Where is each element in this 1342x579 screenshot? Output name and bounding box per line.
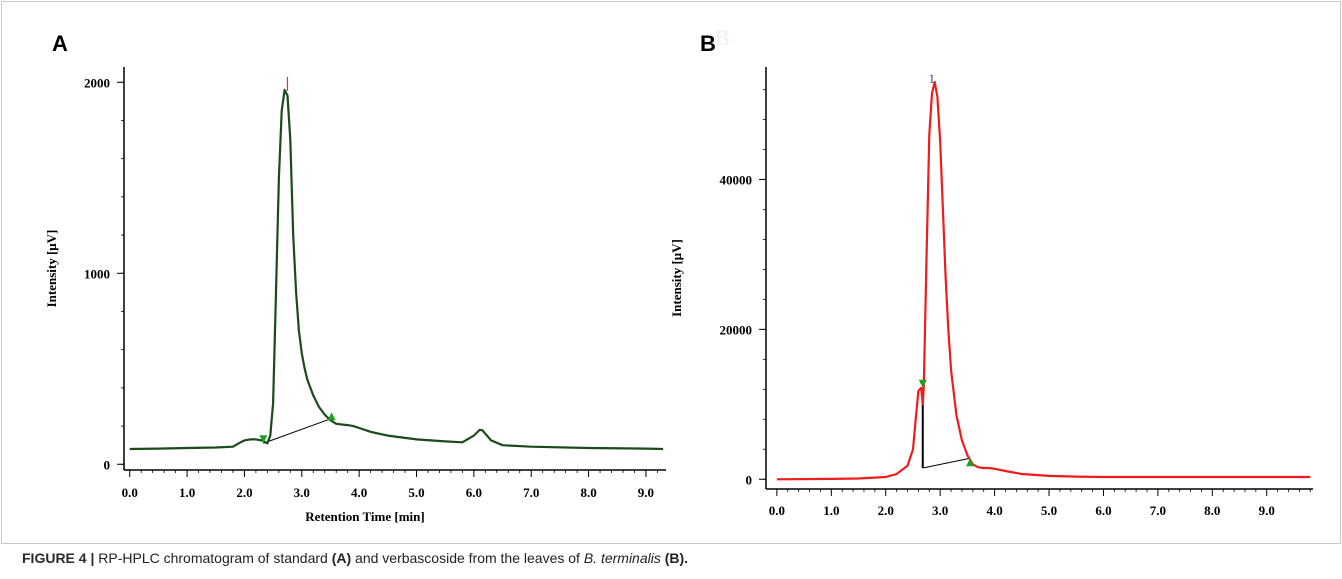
y-axis-title-a: Intensity [μV] (44, 230, 59, 308)
panel-label-b: B (700, 31, 716, 56)
caption-panel-a-ref: (A) (331, 550, 352, 566)
chart-panel-b: B B 0.0 1.0 2.0 3.0 4.0 5.0 6.0 7.0 8.0 9.0 0 20000… (669, 25, 1313, 518)
x-tick-label-a: 1.0 (179, 485, 195, 500)
baseline-line-b (922, 457, 971, 469)
baseline-line-a (263, 417, 332, 444)
chart-panel-a: A 0.0 1.0 2.0 3.0 4.0 5.0 6.0 7.0 8.0 9.0 0 1000 200… (44, 31, 666, 524)
y-tick-label-b: 40000 (720, 172, 753, 187)
peak-label-b: 1 (928, 71, 935, 86)
x-tick-label-a: 7.0 (523, 485, 539, 500)
figure-caption: FIGURE 4 | RP-HPLC chromatogram of stand… (22, 550, 1322, 566)
x-tick-label-b: 9.0 (1259, 503, 1275, 518)
x-tick-label-b: 5.0 (1041, 503, 1057, 518)
x-tick-label-a: 4.0 (351, 485, 367, 500)
x-tick-label-b: 3.0 (932, 503, 948, 518)
x-tick-label-b: 0.0 (769, 503, 785, 518)
y-axis-title-b: Intensity [μV] (669, 239, 684, 317)
y-tick-label-b: 20000 (720, 322, 753, 337)
x-tick-label-a: 0.0 (122, 485, 138, 500)
figure-frame (1, 1, 1341, 544)
peak-end-marker-b (966, 458, 975, 467)
x-tick-label-a: 5.0 (408, 485, 424, 500)
caption-text-1: RP-HPLC chromatogram of standard (94, 550, 332, 566)
x-axis-title-a: Retention Time [min] (305, 509, 424, 524)
x-tick-label-b: 6.0 (1095, 503, 1111, 518)
peak-start-marker-a (259, 435, 268, 444)
panel-label-a: A (52, 31, 68, 56)
x-tick-label-b: 2.0 (878, 503, 894, 518)
caption-species: B. terminalis (583, 550, 661, 566)
caption-text-2: and verbascoside from the leaves of (351, 550, 584, 566)
x-tick-label-b: 4.0 (986, 503, 1002, 518)
y-tick-label-a: 2000 (84, 75, 110, 90)
chromatogram-trace-a (129, 88, 664, 451)
y-tick-label-a: 1000 (84, 266, 110, 281)
y-tick-label-b: 0 (746, 472, 753, 487)
x-tick-label-a: 8.0 (580, 485, 596, 500)
x-tick-label-a: 3.0 (294, 485, 310, 500)
x-tick-label-b: 7.0 (1150, 503, 1166, 518)
x-tick-label-a: 2.0 (236, 485, 252, 500)
peak-start-marker-b (918, 379, 927, 388)
y-tick-label-a: 0 (104, 457, 111, 472)
chromatogram-trace-b (776, 80, 1311, 481)
peak-end-marker-a (327, 412, 336, 421)
caption-figure-label: FIGURE 4 | (22, 550, 95, 566)
panel-ghost-label-b: B (715, 25, 730, 50)
x-tick-label-a: 9.0 (638, 485, 654, 500)
x-tick-label-b: 1.0 (823, 503, 839, 518)
x-tick-label-a: 6.0 (466, 485, 482, 500)
x-tick-label-b: 8.0 (1204, 503, 1220, 518)
caption-panel-b-ref: (B). (664, 550, 689, 566)
